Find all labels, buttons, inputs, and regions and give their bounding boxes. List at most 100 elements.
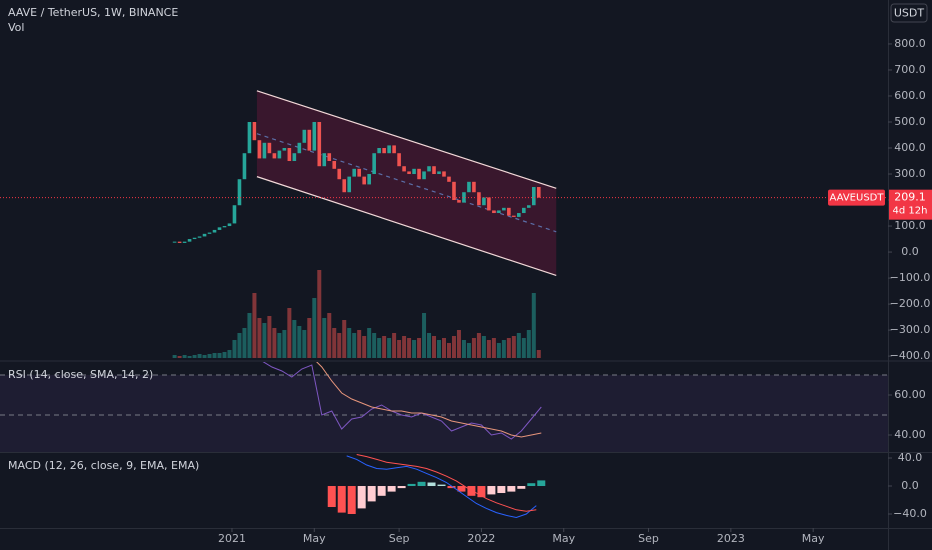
candle-body [242, 153, 247, 180]
rsi-line [316, 362, 542, 438]
y-tick-label: −200.0 [890, 297, 931, 310]
macd-histogram-bar [347, 486, 356, 515]
volume-bar [456, 330, 461, 358]
y-tick-label: 100.0 [894, 219, 926, 232]
candle-body [422, 171, 426, 180]
candle-body [452, 181, 456, 201]
volume-bar [317, 270, 322, 358]
candle-body [342, 179, 347, 193]
volume-bar [337, 333, 342, 358]
candle-body [322, 153, 327, 167]
y-tick-label: 60.00 [894, 388, 926, 401]
candle-body [447, 176, 451, 182]
macd-histogram-bar [337, 486, 346, 513]
channel-lower [256, 176, 557, 277]
volume-bar [446, 343, 451, 358]
rsi-band [0, 375, 888, 452]
volume-bar [417, 338, 422, 358]
candle-body [262, 142, 267, 159]
volume-bar [212, 353, 217, 358]
volume-bar [476, 333, 481, 358]
volume-bar [412, 340, 417, 358]
volume-bar [342, 320, 347, 358]
candle-body [407, 171, 411, 175]
volume-bar [382, 336, 387, 358]
volume-bar [516, 333, 521, 358]
volume-bar [392, 333, 397, 358]
volume-bar [247, 313, 252, 358]
candle-body [217, 227, 222, 230]
candle-body [427, 166, 431, 172]
macd-histogram-bar [357, 486, 366, 509]
volume-bar [372, 333, 377, 358]
candle-body [172, 241, 177, 243]
candle-body [377, 148, 381, 154]
x-tick-label: 2023 [717, 532, 745, 545]
rsi-line [262, 362, 542, 440]
symbol-label: AAVEUSDT [830, 193, 885, 204]
pane [0, 362, 888, 452]
candle-body [352, 168, 357, 177]
volume-bar [352, 333, 357, 358]
candle-body [197, 236, 202, 238]
macd-histogram-bar [327, 486, 336, 508]
channel-upper [256, 90, 557, 189]
candle-body [317, 121, 322, 167]
volume-bar [297, 326, 302, 358]
macd-histogram-bar [417, 481, 426, 487]
candle-body [507, 207, 511, 216]
volume-bar [262, 323, 267, 358]
price-badge [889, 189, 932, 220]
candle-body [497, 210, 501, 214]
macd-histogram-bar [517, 486, 526, 489]
volume-bar [451, 336, 456, 358]
volume-bar [526, 330, 531, 358]
candle-body [277, 150, 282, 159]
volume-bar [367, 328, 372, 358]
candle-body [492, 210, 496, 214]
volume-bar [257, 318, 262, 358]
volume-bar [302, 330, 307, 358]
volume-bar [242, 328, 247, 358]
volume-bar [307, 318, 312, 358]
volume-bar [292, 320, 297, 358]
volume-bar [491, 338, 496, 358]
currency-badge[interactable] [890, 3, 928, 23]
y-tick-label: 0.0 [901, 479, 919, 492]
candle-body [227, 223, 232, 227]
y-tick-label: −40.0 [893, 507, 927, 520]
candle-body [192, 237, 197, 240]
candle-body [412, 168, 416, 175]
volume-bar [402, 336, 407, 358]
volume-bar [182, 355, 187, 358]
volume-bar [252, 293, 257, 358]
x-tick-label: 2022 [467, 532, 495, 545]
y-tick-label: −400.0 [890, 349, 931, 362]
volume-bar [322, 318, 327, 358]
macd-histogram-bar [367, 486, 376, 502]
candle-body [517, 213, 521, 217]
candle-body [287, 148, 292, 162]
candle-body [437, 171, 441, 175]
volume-label: Vol [8, 21, 24, 34]
volume-bar [422, 313, 427, 358]
candle-body [302, 129, 307, 143]
volume-bar [432, 336, 437, 358]
candle-body [182, 241, 187, 243]
candle-body [472, 181, 476, 193]
rsi-title: RSI (14, close, SMA, 14, 2) [8, 368, 153, 381]
candle-body [387, 145, 391, 154]
volume-bar [197, 354, 202, 358]
volume-bar [172, 355, 177, 358]
volume-bar [332, 328, 337, 358]
volume-bar [237, 333, 242, 358]
macd-line [346, 455, 537, 519]
volume-bar [471, 338, 476, 358]
volume-bar [362, 336, 367, 358]
y-tick-label: 0.0 [901, 245, 919, 258]
x-tick-label: May [303, 532, 326, 545]
macd-histogram-bar [527, 483, 536, 487]
y-tick-label: 700.0 [894, 63, 926, 76]
macd-histogram-bar [377, 486, 386, 496]
